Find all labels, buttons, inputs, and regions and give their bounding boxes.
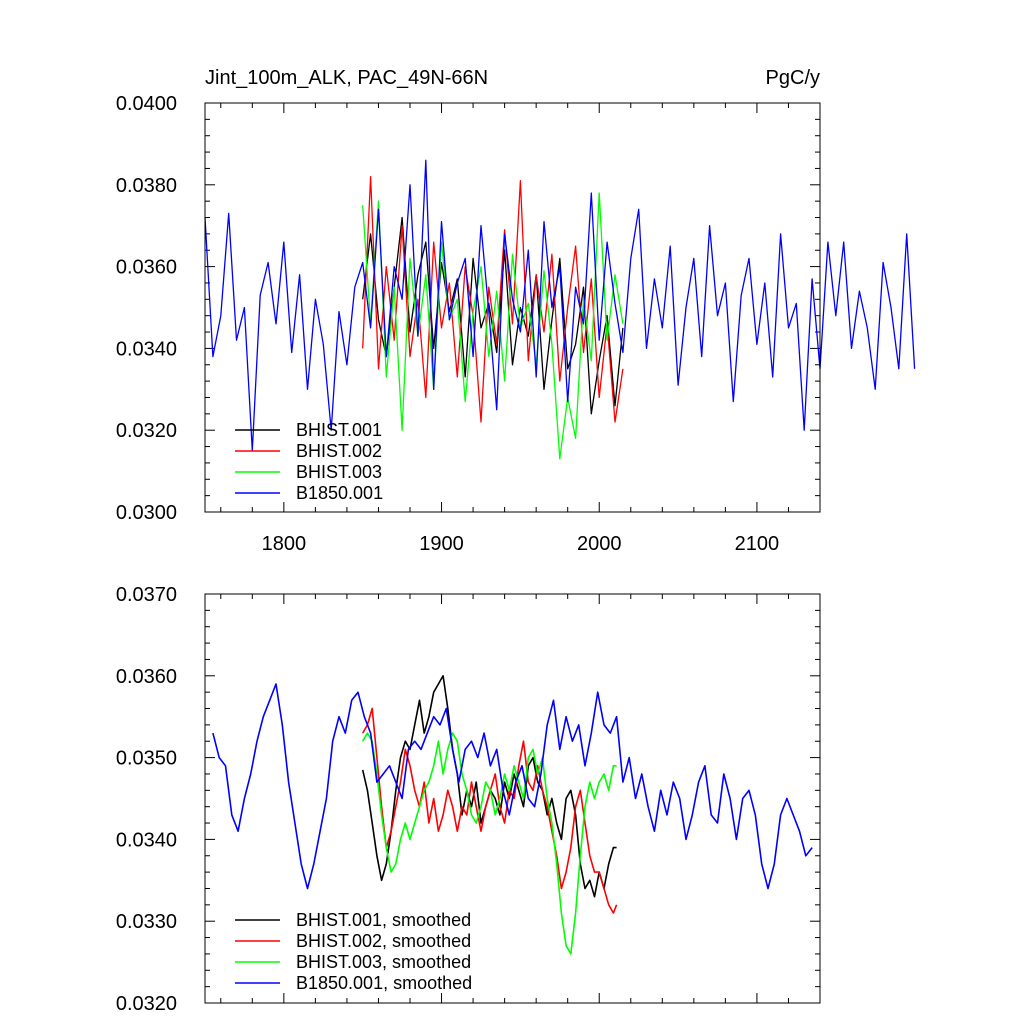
bottom-panel: 0.0320 0.0330 0.0340 0.0350 0.0360 0.0370 BHI… bbox=[116, 584, 821, 1015]
top-x-tick-label: 1900 bbox=[419, 533, 464, 555]
bottom-legend-label: BHIST.001, smoothed bbox=[296, 910, 471, 930]
bottom-y-tick-label: 0.0370 bbox=[116, 584, 177, 606]
bottom-y-tick-label: 0.0320 bbox=[116, 993, 177, 1015]
bottom-y-tick-label: 0.0350 bbox=[116, 748, 177, 770]
top-panel: Jint_100m_ALK, PAC_49N-66N PgC/y 1800 190… bbox=[116, 67, 916, 555]
top-y-tick-label: 0.0340 bbox=[116, 338, 177, 360]
top-x-tick-label: 2000 bbox=[577, 533, 622, 555]
top-title-right: PgC/y bbox=[766, 67, 820, 89]
top-legend-label: BHIST.001 bbox=[296, 420, 382, 440]
bottom-series-group bbox=[212, 674, 813, 955]
top-plot-frame bbox=[204, 102, 821, 513]
bottom-legend-label: BHIST.002, smoothed bbox=[296, 931, 471, 951]
top-x-tick-label: 2100 bbox=[735, 533, 780, 555]
bottom-legend-label: B1850.001, smoothed bbox=[296, 973, 472, 993]
top-y-tick-label: 0.0320 bbox=[116, 420, 177, 442]
top-y-tick-label: 0.0380 bbox=[116, 175, 177, 197]
bottom-y-tick-label: 0.0360 bbox=[116, 666, 177, 688]
top-y-tick-label: 0.0360 bbox=[116, 257, 177, 279]
bottom-legend-label: BHIST.003, smoothed bbox=[296, 952, 471, 972]
top-title-left: Jint_100m_ALK, PAC_49N-66N bbox=[205, 67, 488, 89]
bottom-series-line-1 bbox=[361, 674, 617, 898]
top-y-tick-label: 0.0300 bbox=[116, 502, 177, 524]
bottom-y-tick-label: 0.0340 bbox=[116, 829, 177, 851]
top-x-tick-label: 1800 bbox=[262, 533, 307, 555]
top-legend-label: BHIST.003 bbox=[296, 462, 382, 482]
bottom-y-tick-label: 0.0330 bbox=[116, 911, 177, 933]
bottom-series-line-4 bbox=[212, 683, 813, 890]
top-legend-label: BHIST.002 bbox=[296, 441, 382, 461]
top-series-line-3 bbox=[362, 192, 624, 460]
top-y-tick-label: 0.0400 bbox=[116, 93, 177, 115]
bottom-series-line-3 bbox=[362, 732, 617, 955]
top-series-line-2 bbox=[362, 175, 624, 423]
bottom-plot-frame bbox=[204, 593, 821, 1004]
top-legend-label: B1850.001 bbox=[296, 483, 383, 503]
top-series-group bbox=[204, 159, 916, 460]
bottom-axes: 0.0320 0.0330 0.0340 0.0350 0.0360 0.0370 bbox=[116, 584, 821, 1015]
top-series-line-4 bbox=[204, 159, 916, 452]
top-axes: 1800 1900 2000 2100 0.0300 0.0320 0.0340 0.0360… bbox=[116, 93, 821, 555]
